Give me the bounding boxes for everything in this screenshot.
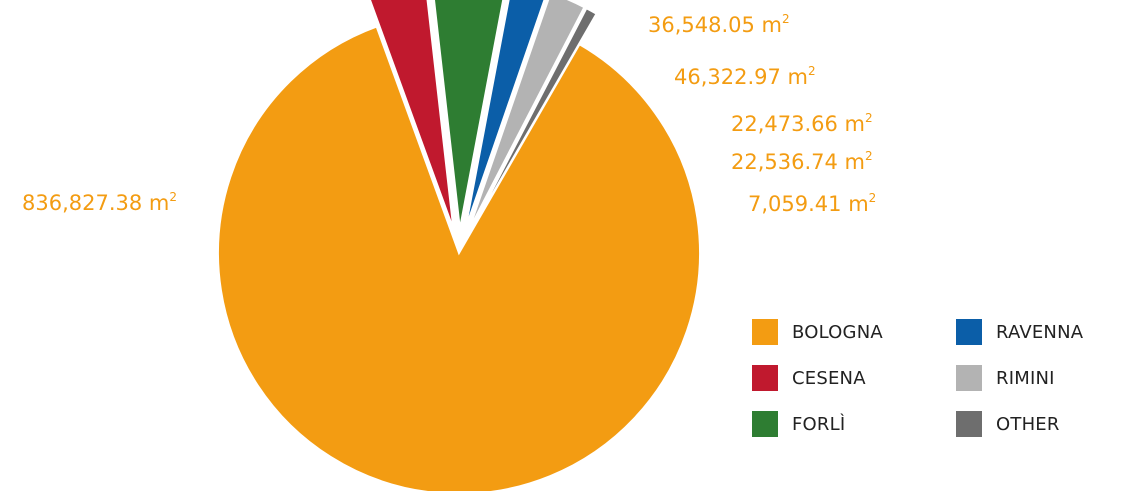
- slice-label-bologna: 836,827.38 m2: [22, 190, 177, 215]
- slice-label-other: 7,059.41 m2: [748, 191, 876, 216]
- unit-superscript: 2: [869, 191, 877, 205]
- pie-slice-other: [469, 6, 598, 233]
- unit-superscript: 2: [808, 64, 816, 78]
- legend-label-rimini: RIMINI: [996, 367, 1055, 389]
- unit-superscript: 2: [782, 12, 790, 26]
- slice-label-forl: 46,322.97 m2: [674, 64, 816, 89]
- legend-item-other: OTHER: [956, 410, 1060, 438]
- legend-item-ravenna: RAVENNA: [956, 318, 1083, 346]
- unit-superscript: 2: [169, 190, 177, 204]
- pie-slice-forl: [432, 0, 505, 230]
- chart-legend: BOLOGNA RAVENNA CESENA RIMINI FORLÌ OTHE…: [752, 318, 1122, 448]
- unit-superscript: 2: [865, 149, 873, 163]
- pie-slice-ravenna: [464, 0, 546, 231]
- legend-label-ravenna: RAVENNA: [996, 321, 1084, 343]
- pie-slice-bologna: [217, 25, 701, 491]
- legend-swatch-bologna: [752, 319, 778, 345]
- legend-swatch-forli: [752, 411, 778, 437]
- slice-label-rimini: 22,536.74 m2: [731, 149, 873, 174]
- unit-superscript: 2: [865, 111, 873, 125]
- legend-label-cesena: CESENA: [792, 367, 866, 389]
- legend-item-cesena: CESENA: [752, 364, 866, 392]
- legend-label-other: OTHER: [996, 413, 1060, 435]
- slice-label-cesena: 36,548.05 m2: [648, 12, 790, 37]
- slice-label-ravenna: 22,473.66 m2: [731, 111, 873, 136]
- pie-slice-cesena: [368, 0, 455, 230]
- legend-label-forli: FORLÌ: [792, 413, 846, 435]
- legend-swatch-ravenna: [956, 319, 982, 345]
- legend-item-rimini: RIMINI: [956, 364, 1055, 392]
- legend-swatch-other: [956, 411, 982, 437]
- pie-slice-rimini: [467, 0, 586, 232]
- legend-label-bologna: BOLOGNA: [792, 321, 883, 343]
- legend-item-forli: FORLÌ: [752, 410, 845, 438]
- legend-swatch-cesena: [752, 365, 778, 391]
- legend-item-bologna: BOLOGNA: [752, 318, 883, 346]
- legend-swatch-rimini: [956, 365, 982, 391]
